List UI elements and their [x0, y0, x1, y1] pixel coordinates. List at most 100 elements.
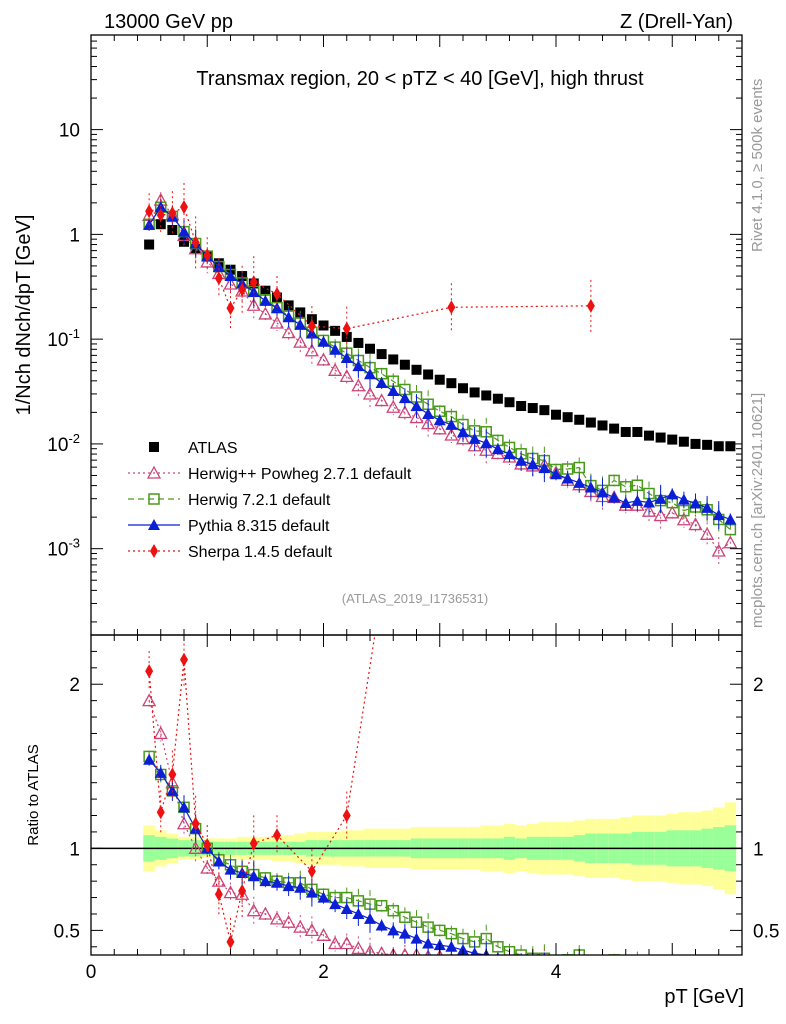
ratio-tick-label: 1 [69, 839, 80, 860]
ratio-point [527, 959, 539, 970]
ratio-tick-label-right: 2 [753, 675, 764, 696]
series-point [444, 427, 459, 441]
atlas-point [655, 432, 666, 443]
legend-entry-1: Herwig++ Powheg 2.7.1 default [128, 465, 412, 483]
ratio-point [238, 884, 247, 898]
ratio-point [597, 972, 609, 983]
analysis-tag: (ATLAS_2019_I1736531) [342, 591, 488, 606]
ratio-point [376, 946, 387, 955]
series-point [281, 325, 296, 339]
atlas-point [399, 359, 410, 370]
ratio-point [515, 949, 527, 955]
ratio-point [515, 960, 527, 971]
y-tick-label: 10-3 [47, 536, 80, 561]
legend-entry-0: ATLAS [149, 440, 238, 457]
series-point [259, 294, 272, 306]
atlas-point [283, 300, 294, 311]
atlas-point [539, 405, 550, 416]
ratio-point [631, 970, 643, 981]
series-point [258, 306, 273, 320]
series-2-main [143, 199, 737, 530]
series-point [191, 235, 200, 250]
series-point [386, 399, 401, 413]
ratio-point [666, 974, 678, 985]
ratio-point [538, 960, 550, 971]
series-point [631, 494, 644, 506]
ratio-point [702, 968, 712, 978]
main-series-area [142, 182, 738, 566]
ratio-point [271, 876, 283, 888]
atlas-point [434, 374, 445, 385]
atlas-point [609, 423, 620, 434]
ratio-point [447, 136, 455, 150]
ratio-point [496, 952, 500, 955]
atlas-point [644, 430, 654, 441]
atlas-point [167, 225, 178, 236]
series-point [480, 437, 493, 449]
header-right: Z (Drell-Yan) [620, 11, 733, 33]
legend-marker [150, 544, 158, 558]
ratio-point [364, 912, 376, 924]
ratio-point [375, 919, 388, 931]
series-point [362, 386, 378, 400]
atlas-point [446, 378, 457, 389]
ratio-point [608, 954, 620, 955]
ratio-point [203, 838, 212, 853]
series-point [447, 300, 456, 315]
series-point [145, 204, 154, 219]
ratio-point [597, 969, 609, 980]
ratio-point [480, 957, 492, 968]
ratio-point [515, 957, 527, 968]
ratio-point [352, 907, 365, 919]
series-point [226, 301, 235, 316]
series-point [643, 496, 655, 508]
legend-entry-2: Herwig 7.2.1 default [128, 492, 331, 509]
series-point [433, 414, 446, 426]
ratio-point [643, 975, 655, 986]
atlas-point [423, 369, 434, 380]
legend-entry-3: Pythia 8.315 default [128, 518, 330, 535]
series-point [723, 535, 738, 549]
series-point [246, 297, 261, 311]
ratio-point [561, 954, 574, 955]
series-point [307, 319, 316, 334]
atlas-point [492, 393, 503, 404]
atlas-point [260, 285, 271, 296]
ratio-point [351, 941, 366, 955]
atlas-point [678, 436, 689, 447]
ratio-point [200, 860, 215, 874]
ratio-point [621, 958, 631, 968]
series-point [328, 362, 343, 376]
series-line [148, 206, 731, 531]
ratio-point [656, 966, 666, 976]
ratio-point [562, 965, 574, 976]
series-point [316, 352, 331, 366]
ratio-point [713, 970, 725, 981]
atlas-point [620, 426, 631, 437]
ratio-point [342, 808, 351, 823]
ratio-point [364, 944, 376, 955]
ratio-point [246, 903, 261, 917]
ratio-point [573, 967, 585, 978]
ratio-point [492, 957, 504, 968]
atlas-point [458, 383, 468, 394]
y-tick-label: 1 [69, 225, 80, 246]
series-point [573, 461, 585, 474]
ratio-point [316, 927, 331, 941]
ratio-point [328, 936, 343, 950]
series-point [608, 491, 621, 503]
series-point [653, 508, 668, 522]
atlas-point [144, 239, 155, 250]
ratio-point [620, 974, 632, 985]
ratio-point [176, 816, 192, 830]
series-point [422, 407, 435, 419]
series-point [561, 472, 574, 484]
ratio-point [585, 967, 597, 978]
series-point [550, 468, 562, 480]
series-point [180, 199, 188, 214]
ratio-point [679, 971, 689, 981]
legend-marker [146, 465, 162, 479]
series-point [455, 431, 471, 445]
y-tick-label: 10 [59, 121, 80, 142]
series-point [409, 410, 424, 424]
